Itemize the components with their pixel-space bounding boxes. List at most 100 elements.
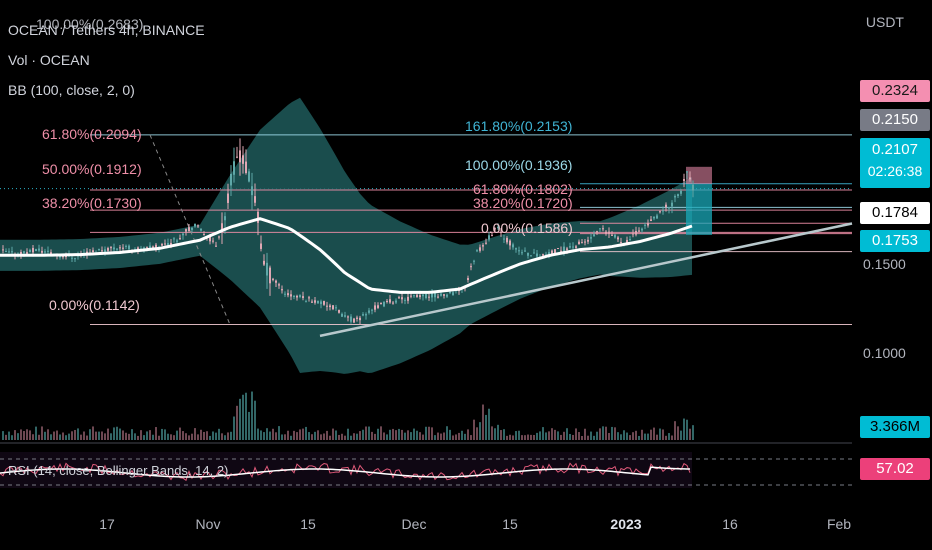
candle-body [263, 260, 265, 265]
volume-bar [149, 430, 151, 440]
candle-body [293, 295, 295, 297]
fib-right-label: 0.00%(0.1586) [481, 220, 573, 236]
volume-bar [77, 428, 79, 440]
volume-bar [95, 431, 97, 440]
candle-body [494, 228, 496, 230]
candle-body [50, 252, 52, 254]
gridlines [0, 188, 852, 444]
volume-bar [599, 428, 601, 440]
volume-bar [356, 433, 358, 440]
volume-bar [20, 429, 22, 440]
volume-bar [170, 434, 172, 440]
candle-body [41, 250, 43, 253]
volume-bar [68, 433, 70, 440]
rsi-legend[interactable]: RSI (14, close, Bollinger Bands, 14, 2) [8, 463, 229, 478]
volume-bar [461, 430, 463, 440]
candle-body [602, 228, 604, 230]
candle-body [629, 238, 631, 241]
volume-bar [62, 432, 64, 440]
candle-body [581, 242, 583, 244]
candle-body [395, 300, 397, 303]
tag-bb-basis: 0.1784 [860, 202, 930, 224]
fib-left-label: 0.00%(0.1142) [49, 297, 140, 313]
candle-body [116, 248, 118, 250]
volume-bar [8, 431, 10, 440]
volume-bar [476, 427, 478, 440]
volume-bar [179, 427, 181, 440]
volume-bar [311, 434, 313, 440]
volume-bar [413, 428, 415, 440]
volume-bar [611, 426, 613, 440]
candle-body [338, 310, 340, 313]
volume-bar [656, 434, 658, 440]
candle-body [584, 241, 586, 243]
candle-body [74, 258, 76, 260]
fib-left-label: 61.80%(0.2094) [42, 126, 142, 142]
candle-body [212, 240, 214, 242]
volume-legend[interactable]: Vol · OCEAN [8, 52, 90, 68]
volume-bar [320, 434, 322, 440]
candle-body [326, 305, 328, 307]
candle-body [446, 294, 448, 297]
volume-bar [230, 431, 232, 440]
candle-body [32, 247, 34, 253]
volume-bar [302, 428, 304, 440]
candle-body [659, 211, 661, 213]
volume-bar [503, 429, 505, 440]
volume-bar [23, 431, 25, 440]
volume-bar [161, 428, 163, 440]
candle-body [329, 305, 331, 308]
candle-body [155, 244, 157, 248]
volume-bar [143, 435, 145, 440]
candle-body [521, 252, 523, 254]
candle-body [413, 295, 415, 297]
volume-bar [65, 435, 67, 440]
candle-body [632, 233, 634, 235]
volume-bar [440, 433, 442, 440]
volume-bar [545, 432, 547, 440]
bb-legend[interactable]: BB (100, close, 2, 0) [8, 82, 135, 98]
candle-body [425, 294, 427, 299]
volume-bar [92, 426, 94, 440]
candle-body [620, 242, 622, 244]
volume-bar [509, 434, 511, 440]
volume-bar [83, 431, 85, 440]
volume-bar [683, 418, 685, 440]
volume-bar [590, 431, 592, 440]
candle-body [554, 249, 556, 254]
volume-bar [668, 433, 670, 440]
candle-body [575, 246, 577, 248]
volume-bar [47, 429, 49, 440]
candle-body [560, 250, 562, 252]
candle-body [647, 222, 649, 226]
candle-body [476, 250, 478, 252]
candle-body [383, 301, 385, 307]
candle-body [245, 161, 247, 174]
volume-bar [464, 433, 466, 440]
candle-body [347, 316, 349, 318]
volume-bar [140, 430, 142, 440]
candle-body [224, 216, 226, 221]
volume-bar [14, 430, 16, 440]
candle-body [467, 278, 469, 281]
candle-body [251, 186, 253, 196]
candle-body [362, 314, 364, 316]
candle-body [485, 242, 487, 244]
volume-bar [572, 434, 574, 440]
volume-bar [644, 433, 646, 440]
candle-body [278, 284, 280, 286]
candle-body [104, 249, 106, 252]
volume-bar [374, 433, 376, 440]
trendline[interactable] [319, 222, 853, 338]
volume-bar [392, 428, 394, 440]
candle-body [146, 246, 148, 248]
candle-body [248, 171, 250, 182]
candle-body [599, 228, 601, 230]
symbol-title[interactable]: OCEAN / Tethers 4h, BINANCE [8, 22, 205, 38]
bb-basis-polyline [0, 217, 693, 294]
candle-body [419, 295, 421, 298]
volume-bar [308, 432, 310, 440]
volume-bar [554, 429, 556, 440]
x-tick: 15 [300, 516, 316, 532]
